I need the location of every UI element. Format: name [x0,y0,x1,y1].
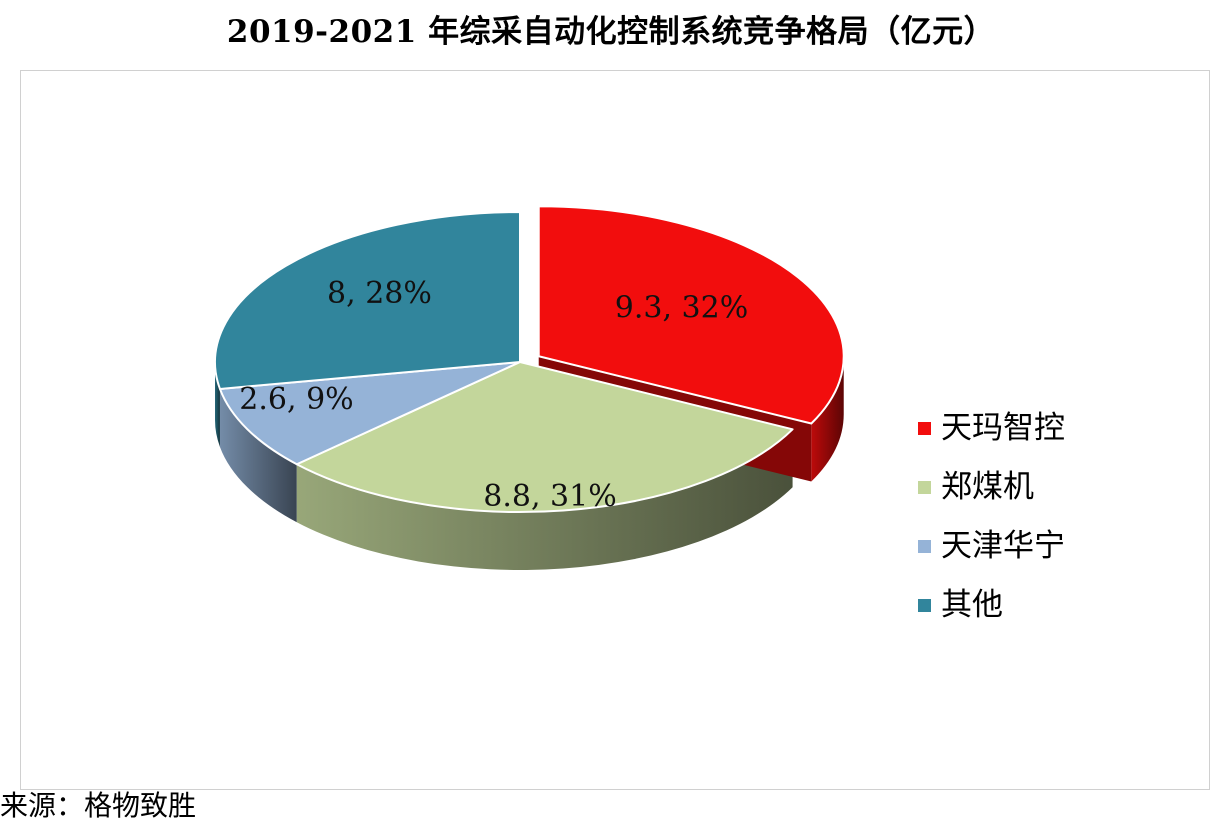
pie-slice-天津华宁 [218,361,521,466]
chart-title: 2019-2021 年综采自动化控制系统竞争格局（亿元） [226,14,996,50]
legend-label: 郑煤机 [941,469,1034,505]
source-note: 来源：格物致胜 [0,789,197,822]
legend-item: 天玛智控 [918,412,1065,444]
pie-slice-郑煤机 [295,361,794,513]
legend-swatch [918,598,931,612]
legend-label: 天津华宁 [941,528,1065,564]
legend-swatch [918,539,931,553]
pie-chart: 9.3, 32% 8.8, 31% 2.6, 9% 8, 28% [214,205,845,570]
legend-swatch [918,421,931,435]
legend-item: 天津华宁 [918,530,1065,562]
pie-side-wall [215,362,220,447]
pie-slice-其他 [214,211,521,390]
data-label: 8.8, 31% [483,479,616,514]
chart-legend: 天玛智控 郑煤机 天津华宁 其他 [918,412,1065,648]
pie-side-wall [296,429,793,570]
legend-item: 其他 [918,589,1065,621]
legend-swatch [918,480,931,494]
pie-side-wall [811,356,844,482]
legend-item: 郑煤机 [918,471,1065,503]
data-label: 2.6, 9% [239,382,353,417]
pie-slice-天玛智控 [537,205,845,425]
legend-label: 天玛智控 [941,410,1065,446]
pie-top [214,205,845,513]
data-label: 9.3, 32% [615,290,748,325]
legend-label: 其他 [941,587,1003,623]
data-label: 8, 28% [327,276,432,311]
